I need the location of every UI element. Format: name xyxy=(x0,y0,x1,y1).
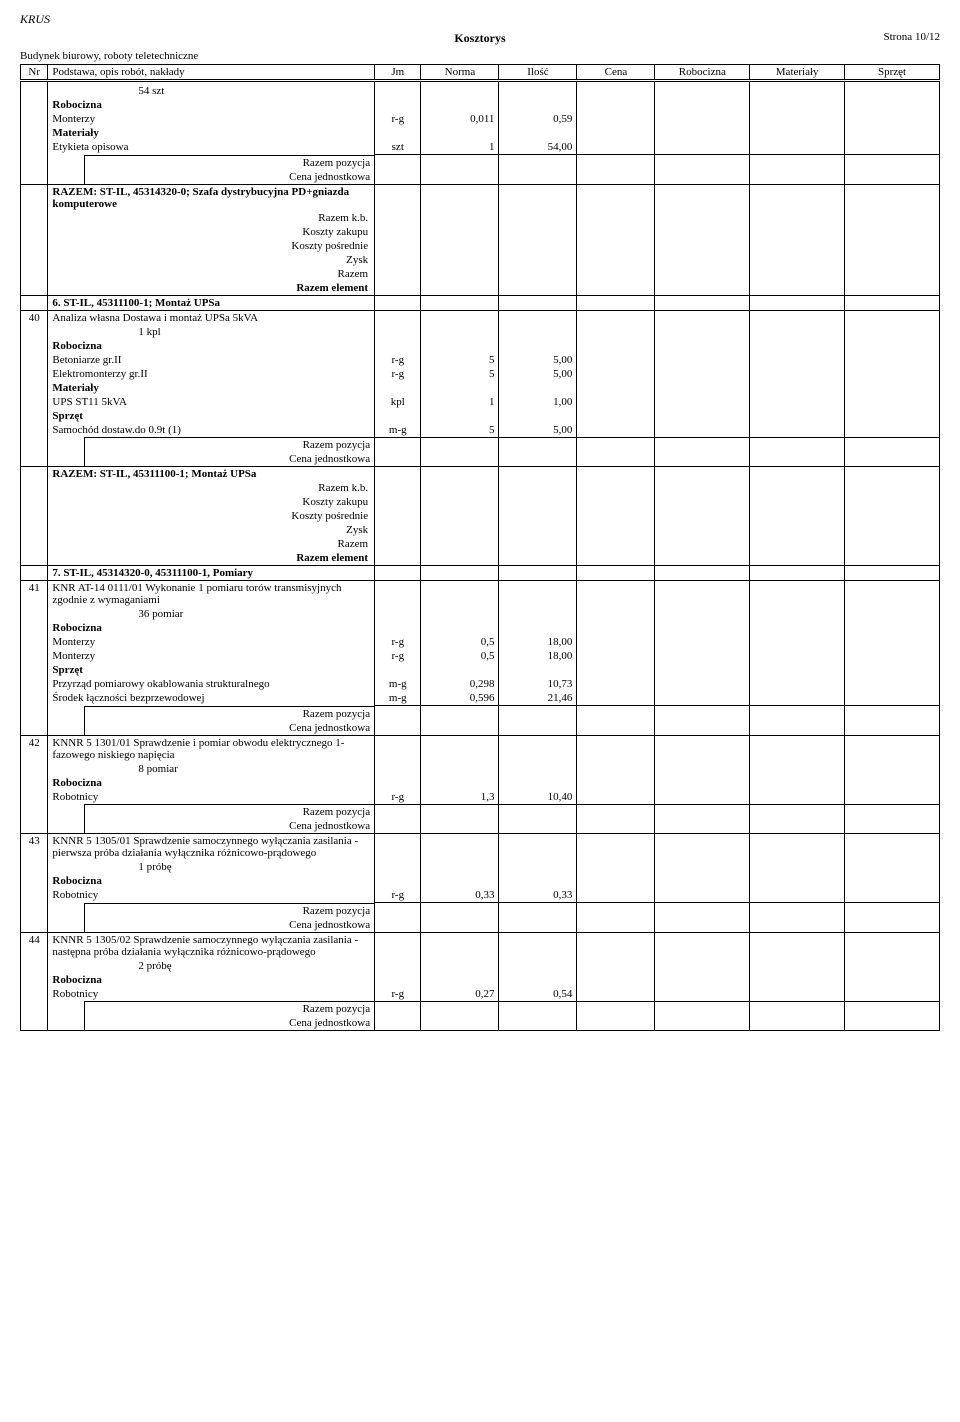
section-7-row: 7. ST-IL, 45314320-0, 45311100-1, Pomiar… xyxy=(21,566,940,581)
col-ilosc: Ilość xyxy=(499,65,577,81)
col-norma: Norma xyxy=(421,65,499,81)
doc-title: Kosztorys xyxy=(454,31,505,46)
data-row: Robotnicyr-g1,310,40 xyxy=(21,790,940,805)
razem-element-row: Razem element xyxy=(21,281,940,296)
data-row: Robotnicyr-g0,270,54 xyxy=(21,987,940,1002)
razem-pozycja-row: Razem pozycja xyxy=(21,437,940,452)
data-row: Monterzy r-g 0,011 0,59 xyxy=(21,112,940,126)
page-number: Strona 10/12 xyxy=(883,31,940,43)
robocizna-label: Robocizna xyxy=(21,776,940,790)
col-cena: Cena xyxy=(577,65,655,81)
data-row: Elektromonterzy gr.IIr-g55,00 xyxy=(21,367,940,381)
robocizna-label: Robocizna xyxy=(21,339,940,353)
koszty-zakupu-row: Koszty zakupu xyxy=(21,225,940,239)
org-name: KRUS xyxy=(20,12,940,27)
data-row: Przyrząd pomiarowy okablowania struktura… xyxy=(21,677,940,691)
robocizna-label: Robocizna xyxy=(21,973,940,987)
qty-row: 36 pomiar xyxy=(21,607,940,621)
qty-text: 54 szt xyxy=(48,84,375,98)
item-header-row: 41KNR AT-14 0111/01 Wykonanie 1 pomiaru … xyxy=(21,581,940,608)
cena-jedn-row: Cena jednostkowa xyxy=(21,918,940,933)
razem-pozycja-row: Razem pozycja xyxy=(21,1001,940,1016)
item-header-row: 42KNNR 5 1301/01 Sprawdzenie i pomiar ob… xyxy=(21,735,940,762)
item-header-row: 44KNNR 5 1305/02 Sprawdzenie samoczynneg… xyxy=(21,932,940,959)
razem-kb-row: Razem k.b. xyxy=(21,481,940,495)
section-6-row: 6. ST-IL, 45311100-1; Montaż UPSa xyxy=(21,295,940,310)
qty-row: 1 kpl xyxy=(21,325,940,339)
koszty-posrednie-row: Koszty pośrednie xyxy=(21,239,940,253)
zysk-row: Zysk xyxy=(21,253,940,267)
col-materialy: Materiały xyxy=(750,65,845,81)
col-sprzet: Sprzęt xyxy=(845,65,940,81)
qty-row: 2 próbę xyxy=(21,959,940,973)
data-row: Betoniarze gr.IIr-g55,00 xyxy=(21,353,940,367)
razem-pozycja-row: Razem pozycja xyxy=(21,706,940,721)
data-row: Monterzyr-g0,518,00 xyxy=(21,649,940,663)
qty-row: 8 pomiar xyxy=(21,762,940,776)
robocizna-label: Robocizna xyxy=(21,621,940,635)
cena-jedn-row: Cena jednostkowa xyxy=(21,452,940,467)
col-robocizna: Robocizna xyxy=(655,65,750,81)
razem-kb-row: Razem k.b. xyxy=(21,211,940,225)
razem-title-row: RAZEM: ST-IL, 45311100-1; Montaż UPSa xyxy=(21,467,940,482)
title-row: Kosztorys Strona 10/12 xyxy=(20,31,940,46)
materialy-label: Materiały xyxy=(21,126,940,140)
koszty-zakupu-row: Koszty zakupu xyxy=(21,495,940,509)
data-row: Etykieta opisowa szt 1 54,00 xyxy=(21,140,940,155)
robocizna-label: Robocizna xyxy=(21,98,940,112)
kosztorys-table: Nr Podstawa, opis robót, nakłady Jm Norm… xyxy=(20,64,940,1031)
col-nr: Nr xyxy=(21,65,48,81)
cena-jedn-row: Cena jednostkowa xyxy=(21,721,940,736)
page: KRUS Kosztorys Strona 10/12 Budynek biur… xyxy=(0,0,960,1043)
sprzet-label: Sprzęt xyxy=(21,663,940,677)
razem-row: Razem xyxy=(21,267,940,281)
data-row: Monterzyr-g0,518,00 xyxy=(21,635,940,649)
cena-jedn-row: Cena jednostkowa xyxy=(21,819,940,834)
cena-jedn-row: Cena jednostkowa xyxy=(21,1016,940,1031)
razem-pozycja-row: Razem pozycja xyxy=(21,903,940,918)
robocizna-label: Robocizna xyxy=(21,874,940,888)
header-row: Nr Podstawa, opis robót, nakłady Jm Norm… xyxy=(21,65,940,81)
data-row: UPS ST11 5kVAkpl11,00 xyxy=(21,395,940,409)
data-row: Robotnicyr-g0,330,33 xyxy=(21,888,940,903)
data-row: Samochód dostaw.do 0.9t (1)m-g55,00 xyxy=(21,423,940,438)
data-row: Środek łączności bezprzewodowejm-g0,5962… xyxy=(21,691,940,706)
razem-row: Razem xyxy=(21,537,940,551)
cena-jedn-row: Cena jednostkowa xyxy=(21,170,940,185)
sprzet-label: Sprzęt xyxy=(21,409,940,423)
razem-title-row: RAZEM: ST-IL, 45314320-0; Szafa dystrybu… xyxy=(21,184,940,211)
razem-pozycja-row: Razem pozycja xyxy=(21,804,940,819)
item-header-row: 40 Analiza własna Dostawa i montaż UPSa … xyxy=(21,310,940,325)
razem-element-row: Razem element xyxy=(21,551,940,566)
qty-row: 54 szt xyxy=(21,84,940,98)
col-opis: Podstawa, opis robót, nakłady xyxy=(48,65,375,81)
subtitle: Budynek biurowy, roboty teletechniczne xyxy=(20,50,940,62)
koszty-posrednie-row: Koszty pośrednie xyxy=(21,509,940,523)
col-jm: Jm xyxy=(375,65,421,81)
razem-pozycja-row: Razem pozycja xyxy=(21,155,940,170)
qty-row: 1 próbę xyxy=(21,860,940,874)
materialy-label: Materiały xyxy=(21,381,940,395)
item-header-row: 43KNNR 5 1305/01 Sprawdzenie samoczynneg… xyxy=(21,834,940,861)
zysk-row: Zysk xyxy=(21,523,940,537)
